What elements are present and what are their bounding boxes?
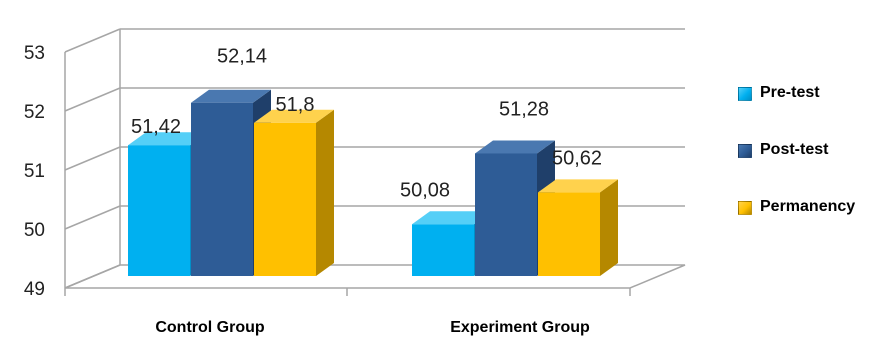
bar-side-experiment-group-permanency: [600, 179, 618, 276]
gridline-diagonal-50: [64, 205, 121, 230]
category-labels: Control Group Experiment Group: [155, 319, 590, 336]
data-label-control-group-post-test: 52,14: [217, 46, 267, 68]
data-label-experiment-group-permanency: 50,62: [552, 147, 602, 169]
bar-top-experiment-group-permanency: [538, 179, 618, 193]
gridline-diagonal-53: [64, 28, 121, 53]
bars: [128, 89, 618, 277]
legend: Pre-test Post-test Permanency: [738, 84, 882, 255]
bar-side-control-group-permanency: [316, 109, 334, 276]
bar-experiment-group-post-test: [475, 153, 537, 276]
bar-experiment-group-permanency: [538, 192, 600, 276]
bar-control-group-post-test: [191, 102, 253, 277]
bar-control-group-pre-test: [128, 145, 190, 276]
legend-label-permanency: Permanency: [760, 198, 856, 215]
legend-item-pre-test: Pre-test: [738, 84, 882, 104]
data-label-control-group-pre-test: 51,42: [131, 116, 181, 138]
data-labels: 51,42 52,14 51,8 50,08 51,28 50,62: [131, 46, 602, 202]
data-label-experiment-group-pre-test: 50,08: [400, 179, 450, 201]
legend-label-pre-test: Pre-test: [760, 84, 820, 101]
gridline-diagonal-51: [64, 146, 121, 171]
legend-swatch-pre-test: [738, 87, 752, 101]
bar-top-control-group-permanency: [254, 109, 334, 123]
data-label-experiment-group-post-test: 51,28: [499, 98, 549, 120]
y-tick-label-50: 50: [24, 220, 45, 241]
legend-item-permanency: Permanency: [738, 198, 882, 218]
y-tick-label-52: 52: [24, 102, 45, 123]
gridline-diagonal-52: [64, 87, 121, 112]
legend-swatch-post-test: [738, 144, 752, 158]
bar-control-group-permanency: [254, 122, 316, 276]
bar-top-control-group-pre-test: [128, 132, 208, 146]
bar-top-experiment-group-post-test: [475, 140, 555, 154]
bar-top-experiment-group-pre-test: [412, 211, 492, 225]
legend-item-post-test: Post-test: [738, 141, 882, 161]
category-label-control-group: Control Group: [155, 319, 265, 336]
legend-label-post-test: Post-test: [760, 141, 829, 158]
legend-swatch-permanency: [738, 201, 752, 215]
bar-experiment-group-pre-test: [412, 224, 474, 276]
y-tick-label-51: 51: [24, 161, 45, 182]
y-axis-ticks: 49 50 51 52 53: [24, 43, 45, 300]
data-label-control-group-permanency: 51,8: [276, 94, 315, 116]
bar-top-control-group-post-test: [191, 89, 271, 103]
gridline-diagonal-49: [64, 264, 121, 289]
y-tick-label-49: 49: [24, 279, 45, 300]
axes: [64, 29, 631, 296]
y-tick-label-53: 53: [24, 43, 45, 64]
category-label-experiment-group: Experiment Group: [450, 319, 590, 336]
